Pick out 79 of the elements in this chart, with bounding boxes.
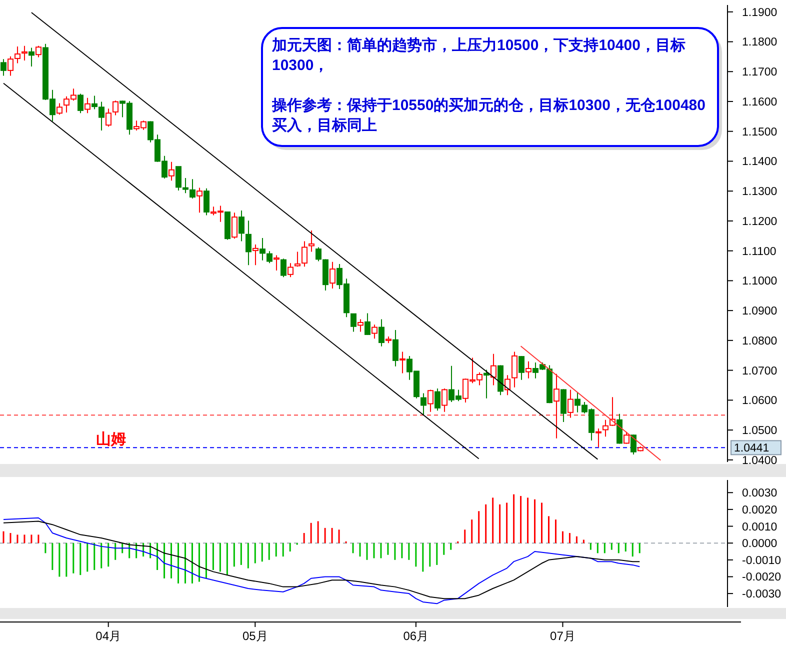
y-tick-label: 1.1400 — [742, 156, 778, 168]
y-tick-label: 1.1600 — [742, 96, 778, 108]
y-tick-label: 0.0010 — [742, 521, 778, 534]
candlestick — [176, 166, 182, 191]
candlestick — [400, 351, 406, 374]
y-tick-label: 1.1900 — [742, 6, 778, 19]
y-tick-label: 0.0020 — [742, 504, 778, 516]
y-tick-label: 1.0900 — [742, 306, 778, 318]
y-tick-label: 0.0000 — [742, 538, 778, 550]
candlestick — [554, 373, 560, 439]
candlestick — [378, 318, 384, 347]
candlestick — [624, 431, 630, 444]
ref-line-label: 1.0441 — [734, 442, 770, 455]
candlestick — [204, 188, 210, 216]
annotation: 加元天图：简单的趋势市，上压力10500，下支持10400，目标10300， — [272, 36, 686, 76]
candlestick — [252, 244, 258, 266]
candlestick — [266, 250, 272, 264]
y-tick-label: 1.1500 — [742, 126, 778, 138]
candlestick — [330, 261, 336, 289]
candlestick — [428, 389, 434, 412]
candlestick — [420, 392, 426, 416]
y-tick-label: 1.1300 — [742, 186, 778, 198]
candlestick — [490, 353, 496, 386]
candlestick — [364, 312, 370, 336]
candlestick — [84, 97, 90, 114]
candlestick — [442, 388, 448, 412]
y-tick-label: 1.0800 — [742, 335, 778, 348]
x-tick-label: 04月 — [96, 629, 122, 643]
y-tick-label: 1.0700 — [742, 365, 778, 378]
y-tick-label: 1.0500 — [742, 425, 778, 438]
candlestick — [526, 360, 532, 379]
y-tick-label: -0.0030 — [742, 588, 782, 601]
candlestick — [512, 351, 518, 388]
candlestick — [518, 355, 524, 380]
candlestick — [196, 187, 202, 214]
y-tick-label: 1.1200 — [742, 216, 778, 228]
y-tick-label: 0.0030 — [742, 488, 778, 500]
x-tick-label: 07月 — [550, 629, 576, 643]
candlestick — [238, 210, 244, 242]
candlestick — [274, 254, 280, 272]
candlestick — [316, 246, 322, 262]
y-tick-label: 1.1100 — [742, 246, 776, 258]
candlestick — [560, 388, 566, 422]
candlestick — [358, 318, 364, 332]
candlestick — [260, 237, 266, 261]
x-tick-label: 06月 — [403, 629, 429, 643]
candlestick — [112, 100, 118, 116]
candlestick — [168, 161, 174, 182]
candlestick — [392, 329, 398, 367]
candlestick — [56, 102, 62, 116]
candlestick — [232, 212, 238, 240]
candlestick — [0, 58, 6, 76]
candlestick — [246, 220, 252, 266]
candlestick — [106, 108, 112, 128]
candlestick — [350, 313, 356, 332]
candlestick — [36, 45, 42, 58]
candlestick — [280, 258, 286, 278]
y-tick-label: 1.0400 — [742, 454, 778, 467]
candlestick — [434, 388, 440, 412]
candlestick — [28, 47, 34, 68]
y-tick-label: 1.0600 — [742, 395, 778, 408]
candlestick — [596, 428, 602, 448]
y-tick-label: -0.0020 — [742, 572, 782, 584]
y-tick-label: 1.1000 — [742, 276, 778, 288]
annotation: 山姆 — [96, 431, 126, 448]
candlestick — [372, 324, 378, 340]
candlestick — [78, 93, 84, 114]
candlestick — [302, 240, 308, 268]
x-tick-label: 05月 — [242, 629, 268, 643]
candlestick — [288, 262, 294, 278]
candlestick — [568, 389, 574, 418]
candlestick — [616, 413, 622, 444]
y-tick-label: 1.1700 — [742, 66, 778, 79]
candlestick — [630, 434, 636, 456]
y-tick-label: -0.0010 — [742, 554, 782, 567]
candlestick — [22, 45, 28, 62]
y-tick-label: 1.1800 — [742, 36, 778, 49]
candlestick — [294, 251, 300, 268]
candlestick — [308, 230, 314, 252]
